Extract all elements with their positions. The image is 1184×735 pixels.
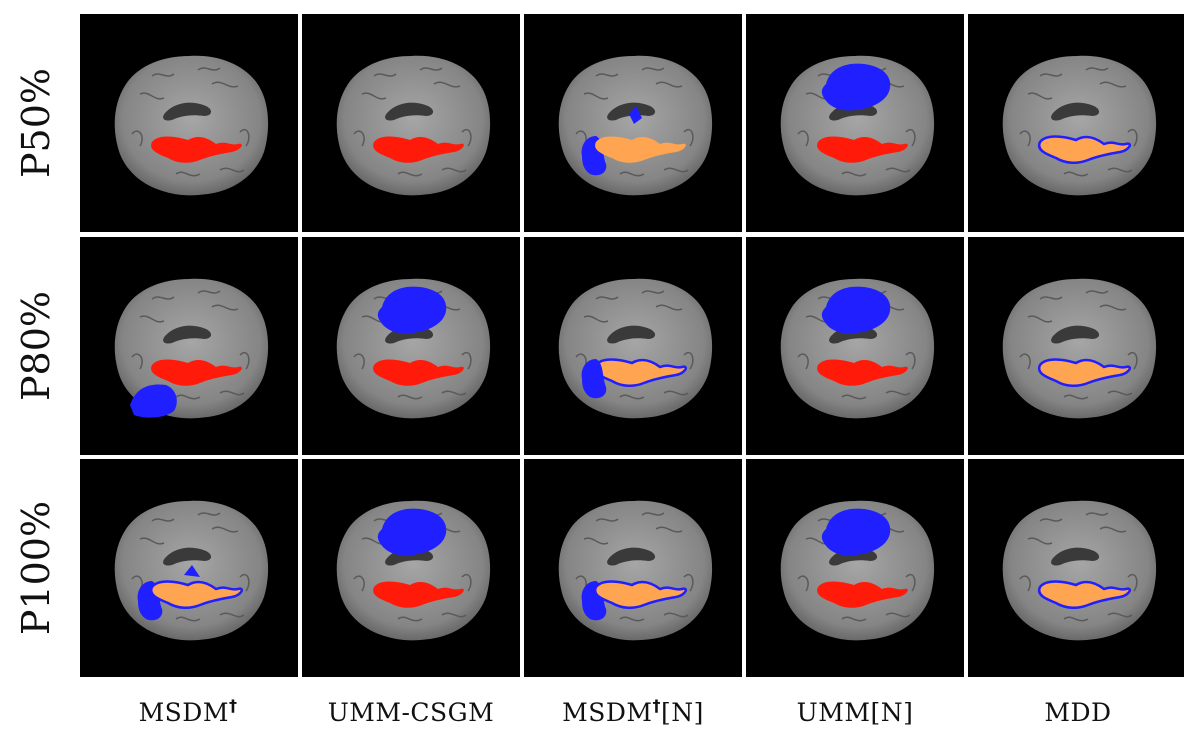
mri-panel-p100-msdm-n	[524, 459, 742, 677]
row-label-p50: P50%	[0, 14, 72, 232]
brain-slice	[558, 278, 713, 419]
brain-slice	[780, 500, 935, 641]
mri-image	[336, 500, 491, 641]
red-segmentation-region	[373, 581, 464, 608]
mri-panel-p50-mdd	[968, 14, 1184, 232]
orange-segmentation-region	[1037, 135, 1132, 164]
brain-slice	[336, 500, 491, 641]
ventricle	[163, 547, 212, 566]
mri-image	[558, 500, 713, 641]
red-segmentation-region	[373, 359, 464, 386]
mri-image	[336, 278, 491, 419]
brain-slice	[558, 55, 713, 196]
brain-slice	[336, 55, 491, 196]
blue-segmentation-region	[629, 106, 642, 124]
mri-panel-p80-umm-csgm	[302, 237, 520, 455]
mri-panel-p80-msdm	[80, 237, 298, 455]
orange-segmentation-region	[1037, 358, 1132, 387]
mri-image	[114, 55, 269, 196]
row-label-p80: P80%	[0, 237, 72, 455]
col-label-msdm: MSDM†	[138, 696, 238, 727]
brain-slice	[780, 55, 935, 196]
brain-slice	[1002, 278, 1157, 419]
brain-slice	[1002, 500, 1157, 641]
ventricle	[607, 325, 656, 344]
col-label-mdd: MDD	[1044, 698, 1112, 727]
ventricle	[1051, 547, 1100, 566]
ventricle	[385, 102, 434, 121]
mri-panel-p100-umm-n	[746, 459, 964, 677]
mri-panel-p100-msdm	[80, 459, 298, 677]
row-label-text: P100%	[14, 500, 58, 636]
orange-segmentation-region	[149, 580, 244, 609]
blue-segmentation-region	[821, 508, 891, 556]
row-label-p100: P100%	[0, 459, 72, 677]
mri-panel-p100-umm-csgm	[302, 459, 520, 677]
mri-image	[1002, 278, 1157, 419]
mri-image	[1002, 500, 1157, 641]
brain-slice	[336, 278, 491, 419]
ventricle	[607, 102, 656, 121]
orange-segmentation-region	[595, 136, 686, 163]
orange-segmentation-region	[593, 580, 688, 609]
red-segmentation-region	[151, 136, 242, 163]
blue-segmentation-region	[581, 359, 607, 399]
mri-panel-p80-mdd	[968, 237, 1184, 455]
red-segmentation-region	[817, 359, 908, 386]
mri-image	[780, 500, 935, 641]
mri-image	[114, 500, 269, 641]
blue-segmentation-region	[377, 508, 447, 556]
orange-segmentation-region	[593, 358, 688, 387]
mri-image	[336, 55, 491, 196]
mri-panel-p100-mdd	[968, 459, 1184, 677]
mri-panel-p80-umm-n	[746, 237, 964, 455]
brain-slice	[558, 500, 713, 641]
red-segmentation-region	[817, 136, 908, 163]
red-segmentation-region	[373, 136, 464, 163]
mri-panel-p50-umm-n	[746, 14, 964, 232]
mri-image	[114, 278, 269, 419]
brain-slice	[114, 278, 269, 419]
orange-segmentation-region	[1037, 580, 1132, 609]
mri-image	[1002, 55, 1157, 196]
brain-slice	[114, 55, 269, 196]
mri-panel-p50-msdm	[80, 14, 298, 232]
ventricle	[607, 547, 656, 566]
mri-image	[558, 55, 713, 196]
brain-slice	[1002, 55, 1157, 196]
col-label-msdm-n: MSDM†[N]	[562, 696, 704, 727]
mri-panel-p80-msdm-n	[524, 237, 742, 455]
row-label-text: P80%	[14, 290, 58, 402]
row-label-text: P50%	[14, 67, 58, 179]
mri-panel-p50-msdm-n	[524, 14, 742, 232]
blue-segmentation-region	[377, 286, 447, 334]
mri-image	[780, 55, 935, 196]
brain-slice	[780, 278, 935, 419]
mri-panel-p50-umm-csgm	[302, 14, 520, 232]
red-segmentation-region	[817, 581, 908, 608]
blue-segmentation-region	[130, 384, 177, 418]
col-label-umm-csgm: UMM-CSGM	[327, 698, 495, 727]
ventricle	[163, 325, 212, 344]
red-segmentation-region	[151, 359, 242, 386]
ventricle	[1051, 325, 1100, 344]
ventricle	[1051, 102, 1100, 121]
mri-image	[780, 278, 935, 419]
mri-image	[558, 278, 713, 419]
blue-segmentation-region	[821, 286, 891, 334]
blue-segmentation-region	[184, 565, 200, 577]
col-label-umm-n: UMM[N]	[796, 698, 914, 727]
blue-segmentation-region	[821, 63, 891, 111]
ventricle	[163, 102, 212, 121]
